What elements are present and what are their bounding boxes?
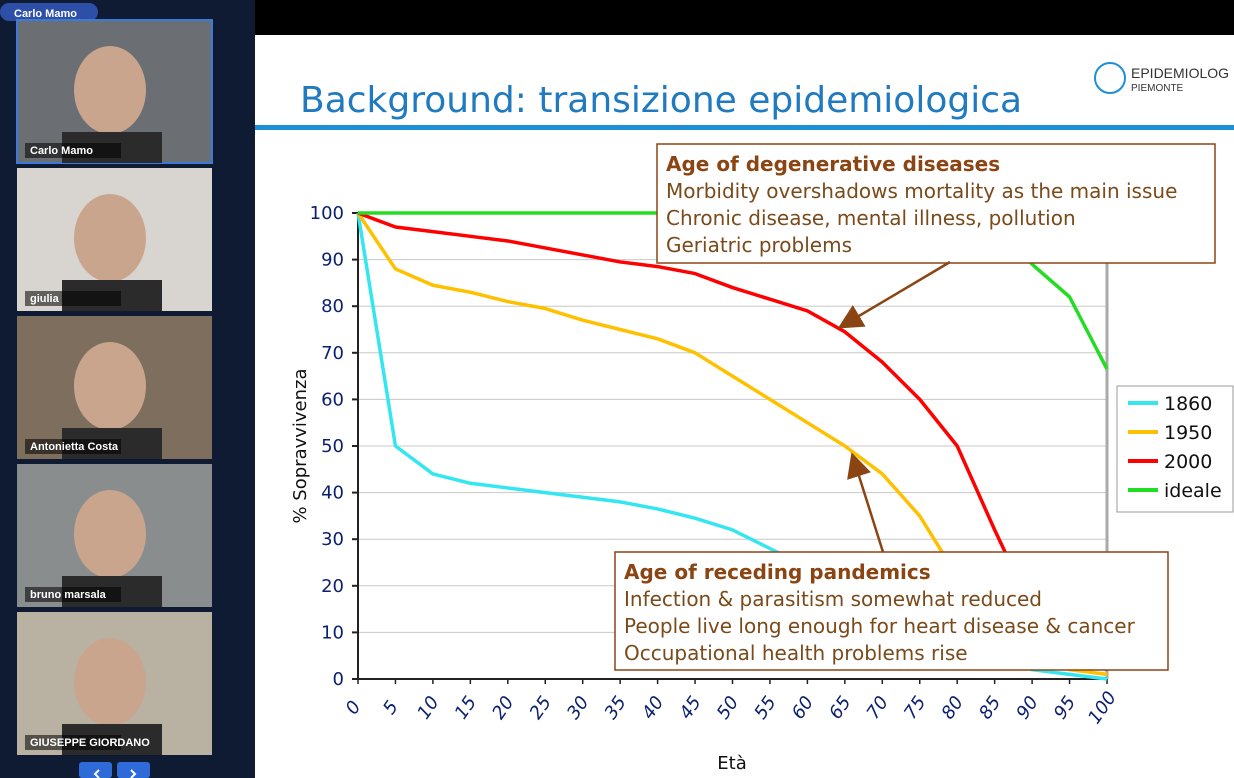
name-badge	[25, 439, 121, 454]
name-badge	[25, 291, 121, 306]
logo-region: PIEMONTE	[1131, 83, 1184, 94]
participant-head	[74, 638, 146, 726]
legend-label: 2000	[1164, 451, 1212, 473]
nav-arrows	[93, 769, 137, 778]
participant-name: bruno marsala	[30, 589, 107, 601]
y-tick-label: 20	[321, 576, 344, 597]
title-rule	[255, 125, 1234, 130]
y-tick-label: 40	[321, 483, 344, 504]
participant-head	[74, 46, 146, 134]
logo-icon	[1094, 62, 1126, 94]
series-line	[357, 211, 1108, 672]
participant-head	[74, 194, 146, 282]
y-axis-label: % Sopravvivenza	[290, 368, 311, 523]
annotation-line: People live long enough for heart diseas…	[624, 614, 1136, 638]
annotation-line: Occupational health problems rise	[624, 641, 968, 665]
annotation-line: Chronic disease, mental illness, polluti…	[666, 206, 1076, 230]
presenter-name: Carlo Mamo	[14, 8, 77, 20]
y-tick-label: 80	[321, 296, 344, 317]
y-tick-label: 60	[321, 389, 344, 410]
legend-label: 1950	[1164, 422, 1212, 444]
prev-button[interactable]	[79, 762, 112, 778]
annotation-line: Morbidity overshadows mortality as the m…	[666, 179, 1177, 203]
y-tick-label: 10	[321, 622, 344, 643]
name-badge	[25, 143, 121, 158]
arrow	[837, 260, 951, 329]
participant-head	[74, 342, 146, 430]
y-tick-label: 90	[321, 250, 344, 271]
y-tick-label: 30	[321, 529, 344, 550]
annotation-box	[656, 143, 1216, 264]
y-tick-label: 50	[321, 436, 344, 457]
participant-name: GIUSEPPE GIORDANO	[30, 737, 150, 749]
logo-name: EPIDEMIOLOG	[1131, 65, 1229, 81]
annotation-title: Age of degenerative diseases	[666, 152, 1000, 176]
name-badge	[25, 587, 121, 602]
next-button[interactable]	[117, 762, 150, 778]
participant-name: giulia	[30, 293, 60, 305]
legend-label: 1860	[1164, 393, 1212, 415]
x-axis-label: Età	[717, 753, 746, 774]
participant-head	[74, 490, 146, 578]
arrow	[847, 452, 885, 553]
y-tick-label: 100	[310, 203, 344, 224]
participant-name: Carlo Mamo	[30, 145, 93, 157]
y-tick-label: 70	[321, 343, 344, 364]
participant-name: Antonietta Costa	[30, 441, 119, 453]
annotation-title: Age of receding pandemics	[624, 560, 931, 584]
presenter-pill	[0, 3, 98, 21]
annotation-line: Geriatric problems	[666, 233, 852, 257]
name-badge	[25, 735, 121, 750]
legend-label: ideale	[1164, 480, 1222, 502]
y-tick-label: 0	[333, 669, 344, 690]
annotation-box	[614, 551, 1169, 671]
slide-title: Background: transizione epidemiologica	[300, 80, 1022, 121]
annotation-line: Infection & parasitism somewhat reduced	[624, 587, 1042, 611]
